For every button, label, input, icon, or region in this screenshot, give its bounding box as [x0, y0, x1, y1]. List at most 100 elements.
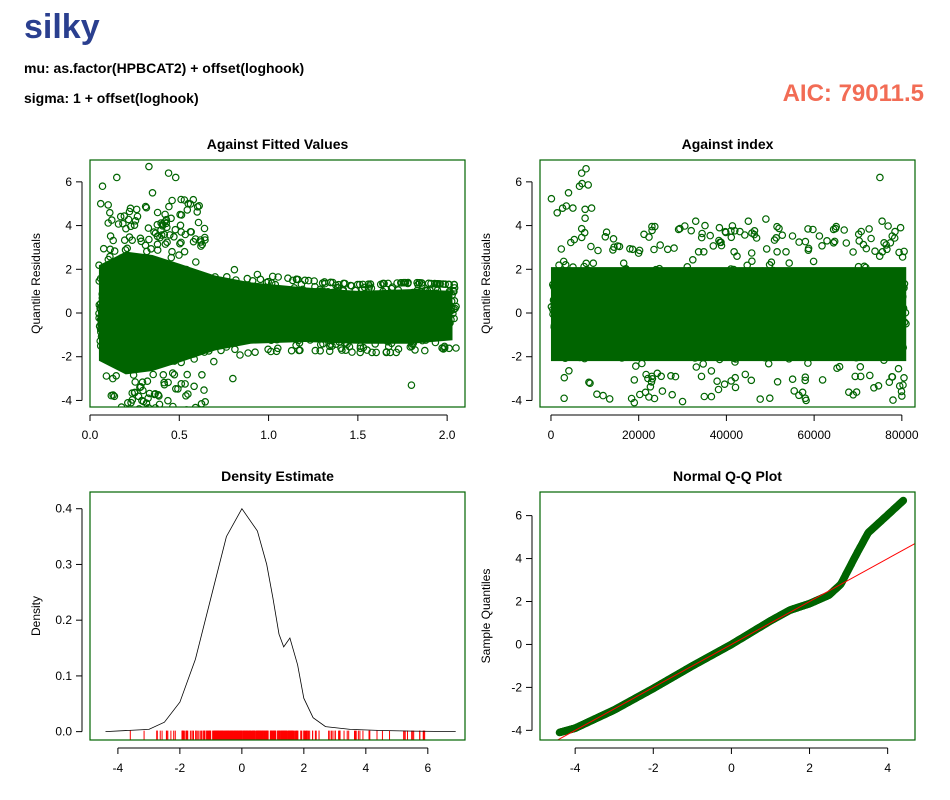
outlier-point	[578, 179, 586, 188]
x-tick-label: 1.0	[260, 428, 277, 442]
outlier-point	[773, 377, 782, 386]
outlier-point	[697, 372, 706, 381]
y-tick-label: 6	[515, 175, 522, 189]
outlier-point	[127, 421, 133, 427]
outlier-point	[581, 205, 589, 214]
chart-title: Against Fitted Values	[207, 136, 349, 152]
outlier-point	[170, 233, 178, 241]
outlier-point	[605, 395, 614, 403]
x-axis: -4 -2 0 2 4	[570, 747, 891, 775]
y-tick-label: 4	[65, 219, 72, 233]
residual-point	[339, 279, 348, 288]
plot-area	[105, 507, 456, 740]
residual-point	[856, 362, 865, 371]
outlier-point	[775, 224, 783, 233]
outlier-point	[114, 220, 123, 228]
outlier-point	[801, 376, 810, 385]
outlier-point	[131, 378, 140, 386]
outlier-point	[640, 230, 648, 239]
outlier-point	[585, 378, 593, 387]
outlier-point	[119, 219, 127, 228]
outlier-point	[756, 395, 765, 403]
outlier-point	[765, 394, 774, 403]
residual-point	[559, 257, 568, 266]
outlier-point	[132, 205, 141, 214]
outlier-point	[762, 245, 771, 253]
outlier-point	[577, 169, 586, 177]
residual-point	[589, 259, 598, 268]
residual-point	[582, 259, 591, 268]
x-tick-label: -2	[648, 761, 659, 775]
outlier-point	[895, 382, 904, 390]
outlier-point	[870, 383, 878, 392]
outlier-point	[144, 224, 153, 232]
residual-point	[274, 273, 283, 281]
residual-point	[747, 249, 756, 257]
outlier-point	[594, 246, 602, 255]
residual-point	[256, 275, 265, 284]
outlier-point	[663, 245, 672, 254]
outlier-point	[842, 239, 851, 247]
residual-point	[175, 251, 183, 259]
outlier-point	[180, 196, 189, 204]
outlier-point	[587, 204, 596, 212]
outlier-point	[727, 233, 736, 242]
residual-point	[851, 372, 860, 381]
residual-point	[445, 280, 454, 289]
residual-core	[550, 267, 907, 362]
outlier-point	[167, 415, 173, 421]
outlier-point	[134, 392, 143, 401]
outlier-point	[601, 233, 610, 241]
outlier-point	[648, 222, 656, 231]
plot-area	[555, 496, 915, 740]
plot-frame	[89, 491, 466, 741]
residual-point	[284, 274, 292, 283]
outlier-point	[691, 217, 700, 226]
outlier-point	[165, 420, 171, 426]
residual-point	[707, 367, 716, 375]
outlier-point	[117, 417, 123, 423]
outlier-point	[145, 235, 153, 244]
outlier-point	[164, 169, 173, 177]
outlier-point	[898, 392, 906, 400]
y-tick-label: 6	[65, 175, 72, 189]
outlier-point	[670, 244, 678, 252]
x-tick-label: -4	[570, 761, 581, 775]
outlier-point	[701, 221, 709, 230]
residual-point	[441, 280, 450, 289]
outlier-point	[671, 372, 680, 381]
outlier-point	[109, 391, 117, 399]
residual-point	[895, 248, 903, 257]
outlier-point	[762, 215, 770, 223]
x-tick-label: 0	[239, 761, 246, 775]
outlier-point	[160, 380, 169, 389]
outlier-point	[773, 222, 781, 231]
outlier-point	[153, 420, 159, 426]
outlier-point	[176, 221, 185, 230]
residual-point	[346, 281, 355, 290]
residual-core	[98, 251, 453, 375]
outlier-point	[119, 411, 125, 417]
mu-formula: mu: as.factor(HPBCAT2) + offset(loghook)	[24, 60, 305, 76]
outlier-point	[145, 162, 153, 171]
outlier-point	[609, 246, 617, 254]
residual-point	[102, 372, 111, 380]
outlier-point	[452, 302, 460, 311]
outlier-point	[599, 391, 607, 400]
chart-title: Density Estimate	[221, 468, 334, 484]
outlier-point	[144, 404, 153, 407]
outlier-point	[161, 240, 170, 248]
y-tick-label: 0.4	[55, 502, 72, 516]
chart-title: Against index	[682, 136, 774, 152]
residual-point	[304, 276, 313, 285]
outlier-point	[137, 237, 146, 246]
outlier-point	[627, 394, 636, 403]
outlier-point	[880, 239, 888, 247]
outlier-point	[159, 370, 168, 379]
y-axis: -4 -2 0 2 4 6	[511, 509, 533, 737]
outlier-point	[141, 420, 147, 426]
outlier-point	[818, 376, 827, 384]
y-tick-label: -4	[511, 393, 522, 407]
outlier-point	[131, 416, 137, 422]
